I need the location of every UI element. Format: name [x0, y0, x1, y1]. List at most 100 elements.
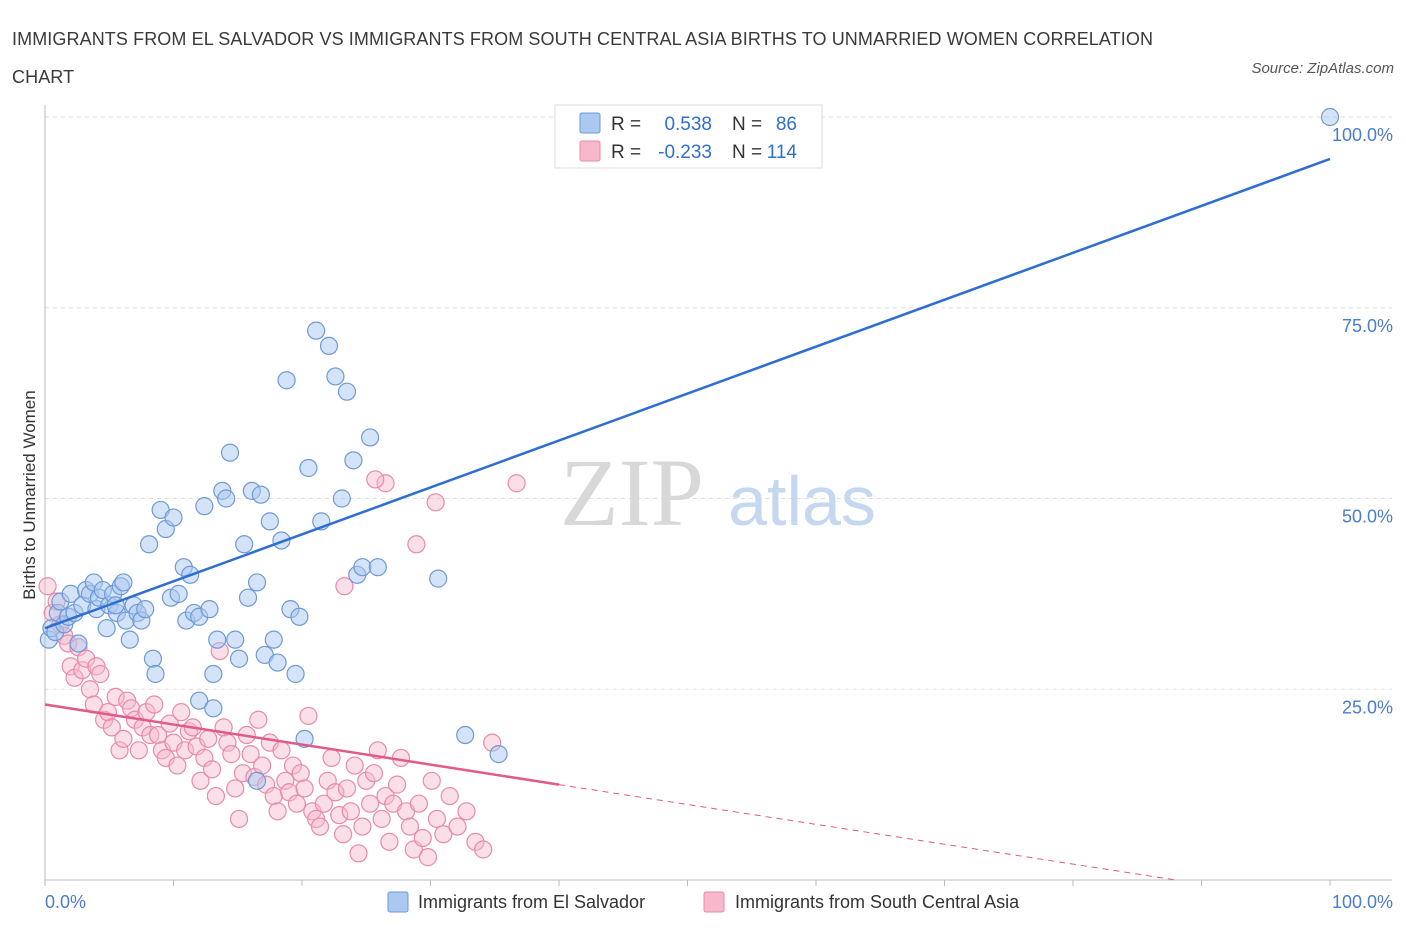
point-south-central-asia	[380, 832, 399, 851]
point-south-central-asia	[276, 771, 295, 790]
point-south-central-asia	[409, 794, 429, 813]
point-south-central-asia	[448, 817, 467, 836]
point-el-salvador	[429, 569, 448, 588]
y-axis-label: Births to Unmarried Women	[20, 390, 39, 599]
legend-n-label-pink: N =	[732, 142, 762, 163]
trendline-south-central-asia-extension	[558, 784, 1176, 881]
point-south-central-asia	[226, 779, 245, 798]
series-el-salvador	[39, 107, 1340, 790]
legend-r-label-pink: R =	[611, 142, 641, 163]
point-south-central-asia	[434, 825, 453, 844]
point-south-central-asia	[222, 745, 241, 764]
trendline-el-salvador	[44, 157, 1331, 630]
point-el-salvador	[204, 699, 223, 718]
point-south-central-asia	[422, 771, 441, 790]
point-el-salvador	[268, 653, 287, 672]
bottom-legend-label-pink: Immigrants from South Central Asia	[735, 892, 1020, 912]
point-south-central-asia	[268, 802, 287, 821]
point-south-central-asia	[345, 756, 364, 775]
point-south-central-asia	[376, 786, 395, 806]
watermark: ZIP atlas	[560, 439, 876, 546]
point-south-central-asia	[73, 661, 92, 680]
point-el-salvador	[220, 443, 240, 462]
point-south-central-asia	[168, 756, 187, 775]
point-south-central-asia	[457, 802, 476, 821]
point-south-central-asia	[335, 577, 354, 596]
chart-title: IMMIGRANTS FROM EL SALVADOR VS IMMIGRANT…	[12, 29, 1154, 87]
point-south-central-asia	[466, 832, 485, 851]
chart-source: Source: ZipAtlas.com	[1251, 60, 1394, 77]
point-el-salvador	[361, 428, 380, 447]
point-south-central-asia	[334, 825, 353, 844]
trendline-south-central-asia	[44, 703, 560, 786]
point-south-central-asia	[330, 806, 349, 825]
point-el-salvador	[1320, 107, 1340, 127]
point-el-salvador	[353, 558, 372, 577]
point-south-central-asia	[249, 710, 268, 729]
tick-labels: 25.0% 50.0% 75.0% 100.0% 0.0% 100.0%	[45, 125, 1393, 912]
point-el-salvador	[290, 607, 309, 626]
point-south-central-asia	[322, 748, 341, 768]
point-south-central-asia	[191, 771, 210, 790]
legend-r-value-pink: -0.233	[658, 142, 712, 163]
point-south-central-asia	[361, 794, 380, 813]
legend-swatch-blue	[579, 112, 601, 134]
point-south-central-asia	[199, 729, 218, 748]
trendlines	[44, 157, 1331, 881]
point-south-central-asia	[253, 756, 272, 775]
point-south-central-asia	[400, 817, 420, 836]
watermark-zip: ZIP	[560, 439, 704, 546]
point-south-central-asia	[507, 474, 526, 493]
point-el-salvador	[114, 573, 133, 592]
point-south-central-asia	[341, 802, 360, 821]
y-tick-label: 100.0%	[1332, 125, 1393, 145]
point-south-central-asia	[291, 764, 310, 783]
bottom-legend-label-blue: Immigrants from El Salvador	[418, 892, 645, 912]
point-south-central-asia	[229, 809, 249, 829]
point-el-salvador	[169, 584, 188, 603]
point-el-salvador	[143, 649, 163, 668]
point-el-salvador	[204, 664, 223, 684]
point-south-central-asia	[102, 718, 121, 737]
point-el-salvador	[97, 619, 116, 638]
legend-n-label-blue: N =	[732, 114, 762, 135]
point-el-salvador	[368, 558, 387, 577]
point-south-central-asia	[372, 809, 391, 829]
legend-n-value-blue: 86	[776, 114, 797, 135]
point-south-central-asia	[61, 657, 80, 676]
point-south-central-asia	[426, 493, 445, 512]
point-el-salvador	[217, 489, 236, 508]
point-el-salvador	[229, 649, 249, 668]
point-south-central-asia	[175, 741, 195, 760]
point-el-salvador	[286, 664, 305, 684]
point-south-central-asia	[38, 577, 57, 596]
point-south-central-asia	[172, 703, 191, 722]
point-south-central-asia	[474, 840, 493, 859]
bottom-legend-swatch-blue	[387, 891, 409, 913]
point-south-central-asia	[299, 706, 318, 726]
x-tick-label: 0.0%	[45, 892, 86, 912]
point-el-salvador	[200, 600, 219, 619]
point-south-central-asia	[353, 817, 372, 836]
point-south-central-asia	[65, 668, 84, 687]
point-south-central-asia	[364, 764, 384, 783]
point-south-central-asia	[287, 794, 306, 813]
y-tick-label: 75.0%	[1342, 316, 1393, 336]
point-el-salvador	[164, 508, 183, 527]
point-el-salvador	[326, 367, 345, 386]
point-south-central-asia	[427, 809, 447, 829]
point-el-salvador	[235, 535, 254, 554]
point-south-central-asia	[295, 779, 314, 798]
point-south-central-asia	[110, 741, 129, 760]
point-el-salvador	[247, 573, 267, 592]
y-tick-label: 50.0%	[1342, 507, 1393, 527]
point-el-salvador	[344, 451, 363, 470]
point-south-central-asia	[413, 828, 432, 848]
legend-n-value-pink: 114	[767, 142, 798, 163]
point-south-central-asia	[376, 474, 395, 493]
point-south-central-asia	[440, 786, 459, 806]
point-south-central-asia	[148, 725, 168, 745]
bottom-legend-swatch-pink	[703, 891, 725, 913]
top-legend: R = 0.538 N = 86 R = -0.233 N = 114	[554, 104, 823, 169]
